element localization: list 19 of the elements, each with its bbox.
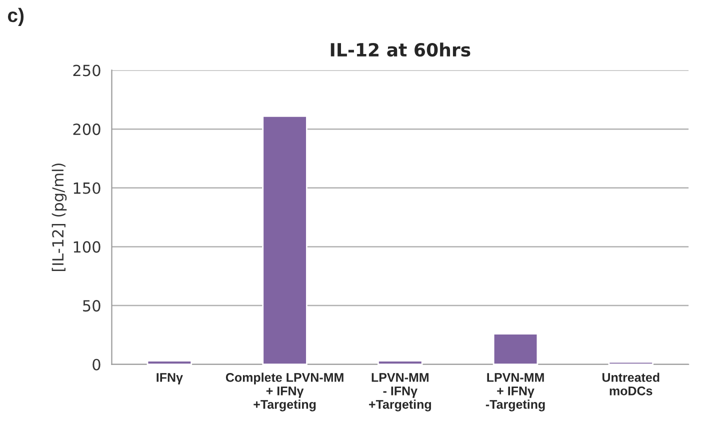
- bar: [146, 360, 192, 366]
- y-tick-label: 50: [83, 300, 100, 312]
- chart-title: IL-12 at 60hrs: [330, 42, 470, 57]
- y-tick-label: 150: [74, 182, 100, 194]
- bar: [608, 361, 654, 366]
- x-tick-label: IFNγ: [156, 373, 183, 384]
- x-tick-label: Untreated moDCs: [602, 372, 660, 396]
- y-tick-label: 0: [92, 358, 100, 370]
- y-tick-label: 200: [73, 124, 100, 136]
- y-tick-label: 250: [73, 64, 100, 76]
- bar: [492, 333, 538, 366]
- text: c): [8, 8, 24, 26]
- x-tick-label: LPVN-MM - IFNγ +Targeting: [369, 373, 431, 412]
- y-tick-label: 100: [74, 241, 100, 253]
- y-axis-title: [IL-12] (pg/ml): [52, 164, 67, 272]
- bar: [262, 115, 308, 366]
- x-tick-label: Complete LPVN-MM + IFNγ +Targeting: [226, 372, 344, 412]
- x-tick-label: LPVN-MM + IFNγ -Targeting: [486, 373, 545, 412]
- bar: [378, 360, 423, 366]
